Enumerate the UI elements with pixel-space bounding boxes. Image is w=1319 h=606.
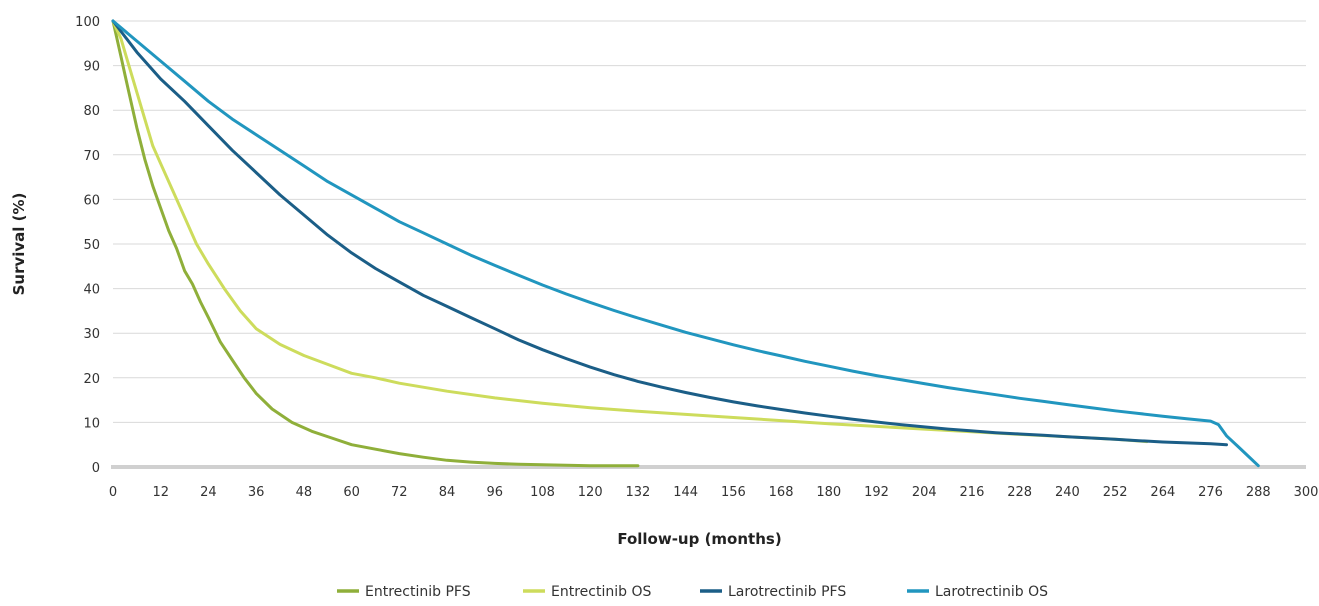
x-tick-label: 252 (1103, 485, 1128, 500)
legend: Entrectinib PFS Entrectinib OS Larotrectin… (337, 584, 1048, 600)
x-tick-label: 240 (1055, 485, 1080, 500)
series-line-entrectinib-pfs (111, 19, 640, 468)
x-tick-labels: 0 12 24 36 48 60 72 84 96 108 120 132 144 156 168 180 19… (109, 485, 1319, 500)
series-line-larotrectinib-pfs (111, 19, 1228, 447)
grid-lines (113, 20, 1306, 423)
y-tick-label: 0 (92, 461, 100, 476)
y-tick-label: 70 (83, 149, 100, 164)
x-axis-title: Follow-up (months) (617, 530, 781, 548)
x-tick-label: 288 (1246, 485, 1271, 500)
x-tick-label: 168 (769, 485, 794, 500)
x-tick-label: 60 (343, 485, 360, 500)
y-axis-title: Survival (%) (10, 193, 28, 296)
x-tick-label: 300 (1294, 485, 1319, 500)
x-tick-label: 0 (109, 485, 117, 500)
legend-item: Entrectinib OS (523, 584, 651, 600)
x-tick-label: 72 (391, 485, 408, 500)
x-tick-label: 120 (578, 485, 603, 500)
y-tick-label: 10 (83, 416, 100, 431)
y-tick-label: 50 (83, 238, 100, 253)
legend-label: Entrectinib OS (551, 584, 651, 600)
legend-label: Entrectinib PFS (365, 584, 471, 600)
series-line-entrectinib-os (111, 19, 1149, 444)
legend-label: Larotrectinib PFS (728, 584, 846, 600)
x-tick-label: 48 (296, 485, 313, 500)
y-tick-label: 30 (83, 327, 100, 342)
x-tick-label: 228 (1007, 485, 1032, 500)
x-tick-label: 84 (439, 485, 456, 500)
x-tick-label: 264 (1150, 485, 1175, 500)
x-tick-label: 156 (721, 485, 746, 500)
y-tick-label: 20 (83, 372, 100, 387)
y-tick-label: 60 (83, 193, 100, 208)
x-tick-label: 180 (816, 485, 841, 500)
y-tick-label: 80 (83, 104, 100, 119)
series-line-larotrectinib-os (111, 19, 1260, 468)
x-tick-label: 132 (626, 485, 651, 500)
legend-item: Larotrectinib PFS (700, 584, 846, 600)
y-tick-label: 90 (83, 60, 100, 75)
legend-item: Larotrectinib OS (907, 584, 1048, 600)
y-tick-label: 100 (75, 15, 100, 30)
x-tick-label: 108 (530, 485, 555, 500)
legend-item: Entrectinib PFS (337, 584, 471, 600)
x-tick-label: 276 (1198, 485, 1223, 500)
x-tick-label: 204 (912, 485, 937, 500)
y-tick-labels: 0 10 20 30 40 50 60 70 80 90 100 (75, 15, 100, 476)
x-tick-label: 96 (486, 485, 503, 500)
x-tick-label: 36 (248, 485, 265, 500)
legend-label: Larotrectinib OS (935, 584, 1048, 600)
x-tick-label: 216 (960, 485, 985, 500)
x-tick-label: 144 (673, 485, 698, 500)
x-tick-label: 12 (152, 485, 169, 500)
x-tick-label: 24 (200, 485, 217, 500)
x-tick-label: 192 (864, 485, 889, 500)
series-lines (111, 19, 1260, 468)
y-tick-label: 40 (83, 283, 100, 298)
